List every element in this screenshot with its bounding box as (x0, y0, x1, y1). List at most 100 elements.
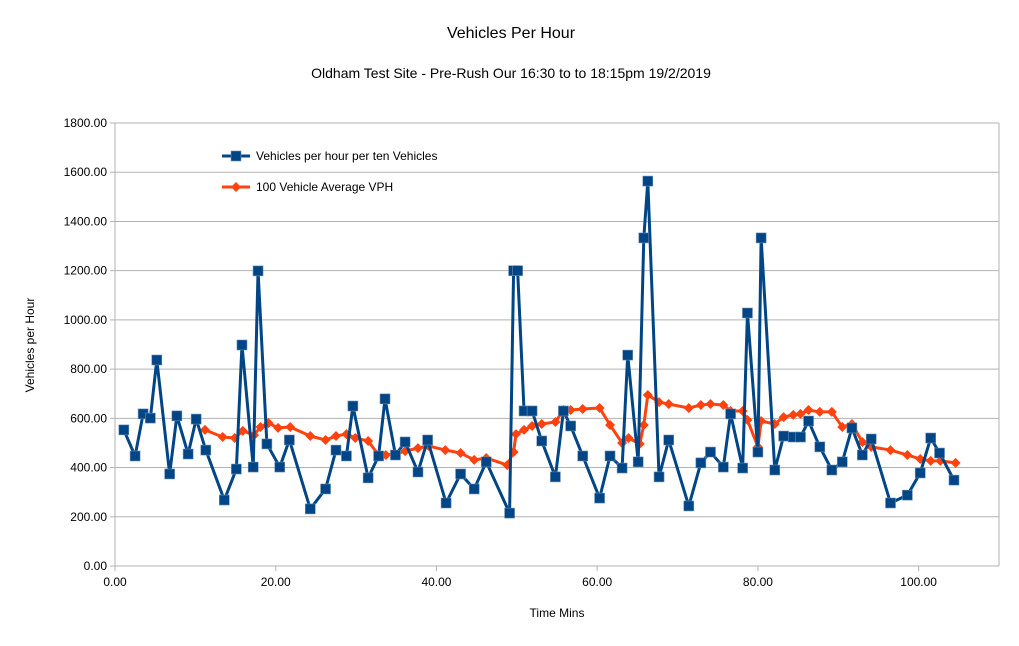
data-point (217, 432, 228, 443)
data-point (468, 483, 480, 495)
data-point (347, 400, 359, 412)
data-point (742, 307, 753, 319)
data-point (718, 400, 729, 411)
legend-label: 100 Vehicle Average VPH (256, 180, 393, 194)
y-tick-label: 1000.00 (64, 313, 108, 327)
data-point (536, 418, 547, 429)
data-point (526, 405, 538, 417)
data-point (902, 450, 913, 461)
legend: Vehicles per hour per ten Vehicles 100 Ve… (222, 149, 437, 194)
data-point (304, 503, 316, 515)
x-tick-label: 20.00 (261, 575, 291, 589)
data-point (412, 466, 424, 478)
data-point (914, 467, 926, 479)
data-point (683, 500, 695, 512)
data-point (803, 415, 814, 427)
data-point (902, 489, 913, 501)
data-point (826, 464, 838, 476)
data-point (379, 393, 391, 405)
data-point (504, 507, 515, 519)
data-point (373, 450, 384, 462)
data-point (231, 463, 242, 475)
series-line (204, 393, 956, 467)
data-point (236, 339, 248, 351)
data-point (837, 421, 848, 432)
data-point (663, 434, 675, 446)
legend-item: 100 Vehicle Average VPH (222, 180, 393, 194)
data-point (118, 424, 130, 436)
data-point (455, 468, 466, 480)
x-tick-label: 80.00 (743, 575, 773, 589)
data-point (755, 232, 767, 244)
data-point (422, 434, 433, 446)
data-point (846, 422, 858, 434)
data-point (769, 464, 781, 476)
y-tick-label: 800.00 (70, 362, 107, 376)
data-point (642, 389, 653, 400)
data-point (480, 456, 492, 468)
data-point (320, 434, 331, 445)
data-point (455, 448, 466, 459)
data-point (803, 404, 814, 415)
data-point (129, 450, 141, 462)
y-tick-label: 400.00 (70, 461, 107, 475)
legend-swatch-marker (230, 150, 242, 162)
data-point (362, 472, 374, 484)
data-point (550, 471, 561, 483)
data-point (274, 461, 286, 473)
y-tick-label: 0.00 (84, 559, 108, 573)
data-point (190, 413, 202, 425)
data-point (836, 456, 848, 468)
data-point (565, 420, 576, 432)
data-point (519, 424, 530, 435)
data-point (330, 444, 342, 456)
data-point (705, 399, 716, 410)
data-point (164, 468, 175, 480)
x-tick-label: 40.00 (421, 575, 451, 589)
data-point (638, 232, 650, 244)
data-point (577, 403, 588, 414)
data-point (934, 447, 945, 459)
data-point (252, 265, 264, 277)
data-point (320, 483, 331, 495)
data-point (284, 434, 295, 446)
y-tick-label: 1400.00 (64, 214, 108, 228)
data-point (725, 408, 736, 420)
data-point (145, 412, 156, 424)
data-point (577, 450, 589, 462)
x-tick-label: 100.00 (900, 575, 937, 589)
data-point (653, 471, 665, 483)
y-tick-label: 600.00 (70, 411, 107, 425)
data-point (412, 443, 423, 454)
data-point (622, 349, 634, 361)
data-point (752, 446, 764, 458)
data-point (536, 435, 548, 447)
data-point (558, 405, 569, 417)
y-tick-label: 1600.00 (64, 165, 108, 179)
data-point (632, 456, 644, 468)
series-layer (118, 175, 961, 519)
chart-subtitle: Oldham Test Site - Pre-Rush Our 16:30 to… (311, 65, 711, 81)
data-point (247, 461, 259, 473)
data-point (200, 424, 211, 435)
data-point (663, 399, 674, 410)
data-point (604, 450, 616, 462)
x-tick-label: 0.00 (103, 575, 127, 589)
data-point (616, 462, 628, 474)
data-point (638, 419, 649, 430)
data-point (948, 474, 960, 486)
series-average-vph (200, 389, 961, 471)
y-tick-label: 200.00 (70, 510, 107, 524)
data-point (695, 457, 707, 469)
data-point (885, 497, 896, 509)
data-point (550, 417, 561, 428)
data-point (237, 425, 248, 436)
data-point (399, 436, 411, 448)
data-point (594, 492, 605, 504)
data-point (718, 461, 729, 473)
legend-swatch-marker (231, 182, 241, 192)
data-point (778, 430, 789, 442)
data-point (925, 455, 936, 466)
x-axis-label: Time Mins (530, 606, 585, 620)
